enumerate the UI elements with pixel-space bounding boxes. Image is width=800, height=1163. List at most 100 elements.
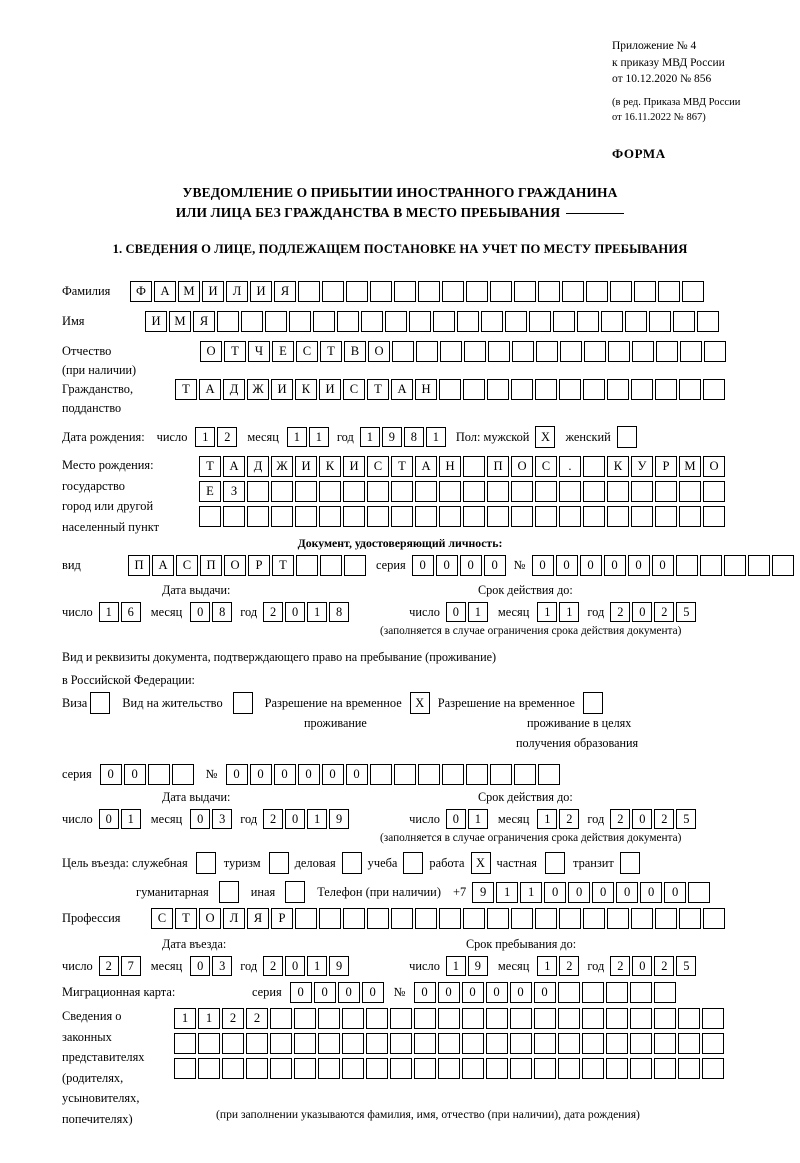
char-cell[interactable]: 1 — [496, 881, 519, 903]
char-cell[interactable]: Ф — [130, 281, 152, 302]
char-cell[interactable]: 0 — [435, 555, 458, 576]
char-cell[interactable] — [438, 1008, 460, 1029]
char-cell[interactable] — [697, 311, 719, 332]
char-cell[interactable] — [537, 764, 560, 785]
char-cell[interactable]: 1 — [537, 809, 558, 829]
char-cell[interactable] — [723, 555, 746, 576]
char-cell[interactable]: Я — [193, 311, 215, 332]
char-cell[interactable] — [680, 341, 702, 362]
char-cell[interactable] — [607, 506, 629, 527]
char-cell[interactable] — [198, 1033, 220, 1054]
char-cell[interactable] — [584, 341, 606, 362]
char-cell[interactable] — [222, 1058, 244, 1079]
purpose-tourism-checkbox[interactable] — [268, 852, 289, 874]
char-cell[interactable] — [294, 1058, 316, 1079]
char-cell[interactable] — [294, 1033, 316, 1054]
char-cell[interactable]: Я — [247, 908, 269, 929]
char-cell[interactable] — [682, 281, 704, 302]
char-cell[interactable]: 2 — [610, 602, 631, 622]
char-cell[interactable]: 1 — [198, 1008, 220, 1029]
char-cell[interactable]: 0 — [531, 555, 554, 576]
char-cell[interactable]: Ж — [271, 456, 293, 477]
char-cell[interactable]: 1 — [307, 602, 328, 622]
char-cell[interactable] — [319, 506, 341, 527]
char-cell[interactable] — [247, 481, 269, 502]
char-cell[interactable] — [342, 1008, 364, 1029]
char-cell[interactable] — [678, 1058, 700, 1079]
char-cell[interactable] — [673, 311, 695, 332]
char-cell[interactable]: 0 — [413, 982, 436, 1003]
char-cell[interactable]: К — [295, 379, 317, 400]
char-cell[interactable] — [487, 379, 509, 400]
char-cell[interactable] — [655, 481, 677, 502]
sex-male-checkbox[interactable]: X — [535, 426, 556, 448]
char-cell[interactable]: 2 — [654, 956, 675, 976]
char-cell[interactable] — [415, 481, 437, 502]
char-cell[interactable] — [703, 506, 725, 527]
char-cell[interactable]: Т — [320, 341, 342, 362]
char-cell[interactable]: И — [145, 311, 167, 332]
char-cell[interactable]: 0 — [285, 602, 306, 622]
char-cell[interactable] — [583, 456, 605, 477]
char-cell[interactable] — [656, 341, 678, 362]
char-cell[interactable] — [558, 1033, 580, 1054]
char-cell[interactable] — [703, 481, 725, 502]
char-cell[interactable]: Л — [223, 908, 245, 929]
char-cell[interactable]: О — [224, 555, 246, 576]
char-cell[interactable] — [553, 311, 575, 332]
char-cell[interactable] — [223, 506, 245, 527]
char-cell[interactable]: 0 — [483, 555, 506, 576]
char-cell[interactable] — [607, 908, 629, 929]
char-cell[interactable] — [318, 1033, 340, 1054]
char-cell[interactable] — [346, 281, 368, 302]
char-cell[interactable] — [442, 281, 464, 302]
char-cell[interactable]: О — [199, 908, 221, 929]
char-cell[interactable] — [295, 506, 317, 527]
char-cell[interactable]: 0 — [190, 602, 211, 622]
char-cell[interactable] — [679, 481, 701, 502]
char-cell[interactable]: Ж — [247, 379, 269, 400]
char-cell[interactable]: 5 — [676, 602, 697, 622]
char-cell[interactable] — [678, 1008, 700, 1029]
char-cell[interactable] — [414, 1033, 436, 1054]
legal-rep-cells-3[interactable] — [174, 1058, 726, 1079]
char-cell[interactable] — [655, 379, 677, 400]
char-cell[interactable] — [462, 1058, 484, 1079]
char-cell[interactable] — [462, 1033, 484, 1054]
char-cell[interactable]: 0 — [190, 809, 211, 829]
char-cell[interactable] — [558, 1058, 580, 1079]
char-cell[interactable] — [319, 908, 341, 929]
char-cell[interactable]: 2 — [98, 956, 119, 976]
char-cell[interactable] — [675, 555, 698, 576]
char-cell[interactable] — [771, 555, 794, 576]
char-cell[interactable] — [581, 982, 604, 1003]
char-cell[interactable] — [466, 281, 488, 302]
char-cell[interactable] — [702, 1058, 724, 1079]
char-cell[interactable]: Т — [367, 379, 389, 400]
char-cell[interactable] — [439, 506, 461, 527]
char-cell[interactable] — [366, 1033, 388, 1054]
char-cell[interactable]: 2 — [654, 809, 675, 829]
char-cell[interactable]: П — [128, 555, 150, 576]
char-cell[interactable] — [481, 311, 503, 332]
char-cell[interactable] — [490, 281, 512, 302]
char-cell[interactable] — [415, 506, 437, 527]
char-cell[interactable] — [486, 1033, 508, 1054]
char-cell[interactable]: А — [154, 281, 176, 302]
char-cell[interactable] — [199, 506, 221, 527]
char-cell[interactable]: 0 — [632, 809, 653, 829]
char-cell[interactable] — [342, 1033, 364, 1054]
char-cell[interactable]: 0 — [544, 881, 567, 903]
char-cell[interactable] — [270, 1058, 292, 1079]
char-cell[interactable] — [367, 481, 389, 502]
char-cell[interactable]: Ч — [248, 341, 270, 362]
